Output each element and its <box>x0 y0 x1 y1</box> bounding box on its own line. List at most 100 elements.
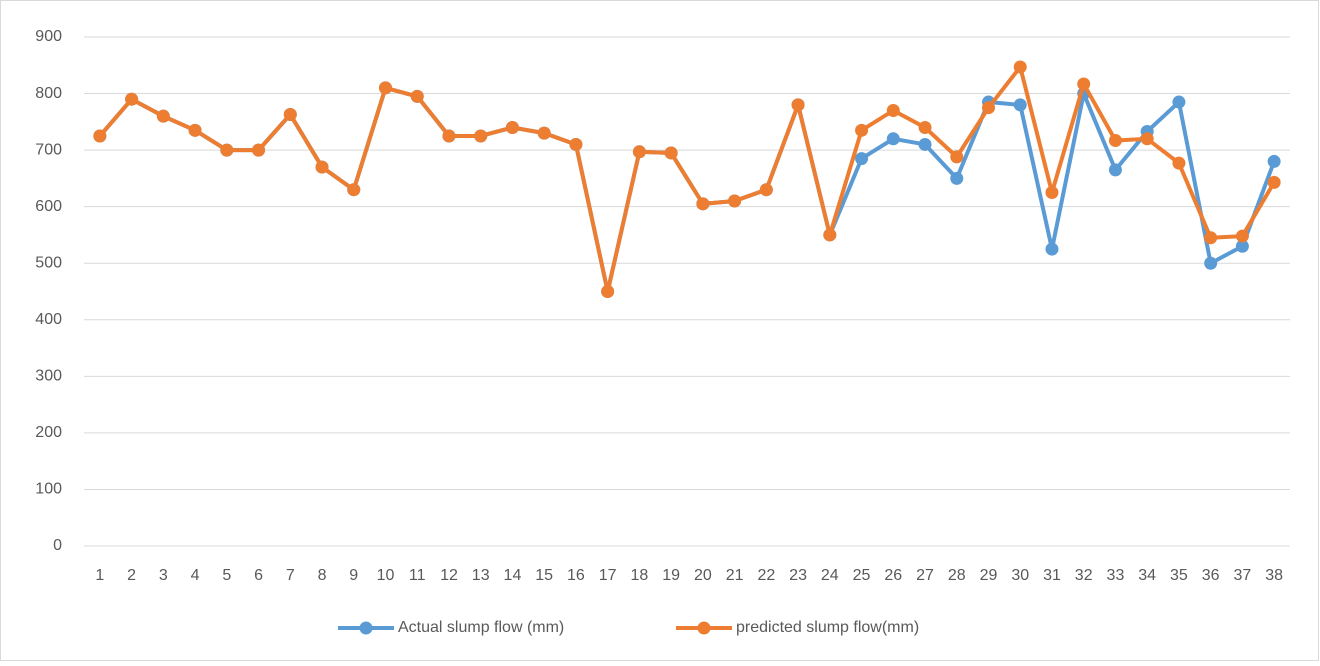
x-tick-label: 35 <box>1170 567 1188 584</box>
x-tick-label: 13 <box>472 567 490 584</box>
x-tick-label: 34 <box>1138 567 1156 584</box>
point <box>791 98 805 112</box>
point <box>632 145 646 159</box>
x-tick-label: 28 <box>948 567 966 584</box>
x-tick-label: 24 <box>821 567 839 584</box>
point <box>982 101 995 115</box>
x-tick-label: 33 <box>1107 567 1125 584</box>
point <box>379 81 392 95</box>
x-tick-label: 19 <box>662 567 680 584</box>
point <box>918 120 932 134</box>
legend-label: Actual slump flow (mm) <box>398 619 564 636</box>
y-tick-label: 0 <box>53 537 62 554</box>
point <box>1172 156 1186 170</box>
point <box>950 171 964 185</box>
y-tick-label: 900 <box>35 28 62 45</box>
point <box>1045 186 1059 200</box>
x-tick-label: 21 <box>726 567 744 584</box>
point <box>347 183 361 197</box>
point <box>1204 231 1218 245</box>
legend-label: predicted slump flow(mm) <box>736 619 919 636</box>
x-tick-label: 17 <box>599 567 617 584</box>
y-tick-label: 800 <box>35 85 62 102</box>
x-tick-label: 30 <box>1011 567 1029 584</box>
y-tick-label: 500 <box>35 254 62 271</box>
point <box>283 107 297 121</box>
y-tick-label: 400 <box>35 311 62 328</box>
point <box>728 194 742 208</box>
x-tick-label: 16 <box>567 567 585 584</box>
point <box>569 137 583 151</box>
point <box>1267 175 1281 189</box>
x-tick-label: 12 <box>440 567 458 584</box>
point <box>918 137 932 151</box>
point <box>759 183 773 197</box>
point <box>315 160 329 174</box>
y-tick-label: 300 <box>35 368 62 385</box>
point <box>823 228 837 242</box>
point <box>1045 242 1059 256</box>
x-tick-label: 27 <box>916 567 934 584</box>
point <box>93 129 107 143</box>
x-tick-label: 3 <box>159 567 168 584</box>
point <box>1267 154 1281 168</box>
point <box>886 132 900 146</box>
x-tick-label: 7 <box>286 567 295 584</box>
x-tick-label: 6 <box>254 567 263 584</box>
x-tick-label: 9 <box>349 567 358 584</box>
point <box>950 150 964 164</box>
point <box>252 143 266 157</box>
point <box>188 123 202 137</box>
x-tick-label: 2 <box>127 567 136 584</box>
y-tick-label: 600 <box>35 198 62 215</box>
point <box>855 123 869 137</box>
point <box>474 129 488 143</box>
point <box>855 152 869 166</box>
point <box>410 89 424 103</box>
x-tick-label: 37 <box>1233 567 1251 584</box>
point <box>1172 95 1186 109</box>
x-tick-label: 38 <box>1265 567 1283 584</box>
x-tick-label: 25 <box>853 567 871 584</box>
point <box>156 109 170 123</box>
point <box>886 104 900 118</box>
series-line <box>98 64 1276 294</box>
point <box>1140 132 1154 146</box>
point <box>125 92 139 106</box>
x-tick-label: 4 <box>191 567 200 584</box>
legend-marker <box>697 621 711 635</box>
x-tick-label: 20 <box>694 567 712 584</box>
point <box>537 126 551 140</box>
point <box>1108 133 1122 147</box>
x-tick-label: 5 <box>222 567 231 584</box>
point <box>1013 98 1027 112</box>
point <box>1077 77 1091 91</box>
point <box>1013 60 1027 74</box>
x-tick-label: 15 <box>535 567 553 584</box>
x-tick-label: 11 <box>409 567 426 584</box>
y-tick-label: 700 <box>35 141 62 158</box>
x-tick-label: 36 <box>1202 567 1220 584</box>
x-tick-label: 31 <box>1043 567 1061 584</box>
x-tick-label: 8 <box>318 567 327 584</box>
x-tick-label: 14 <box>504 567 522 584</box>
point <box>696 197 710 211</box>
y-tick-label: 200 <box>35 424 62 441</box>
x-tick-label: 23 <box>789 567 807 584</box>
x-tick-label: 29 <box>980 567 998 584</box>
point <box>664 146 678 160</box>
point <box>601 285 615 298</box>
x-tick-label: 32 <box>1075 567 1093 584</box>
x-tick-label: 26 <box>884 567 902 584</box>
y-tick-label: 100 <box>35 481 62 498</box>
point <box>505 120 519 134</box>
x-tick-label: 18 <box>630 567 648 584</box>
point <box>220 143 234 157</box>
point <box>1108 163 1122 177</box>
x-tick-label: 1 <box>95 567 104 584</box>
legend-marker <box>359 621 373 635</box>
x-tick-label: 10 <box>377 567 395 584</box>
point <box>1235 239 1249 253</box>
